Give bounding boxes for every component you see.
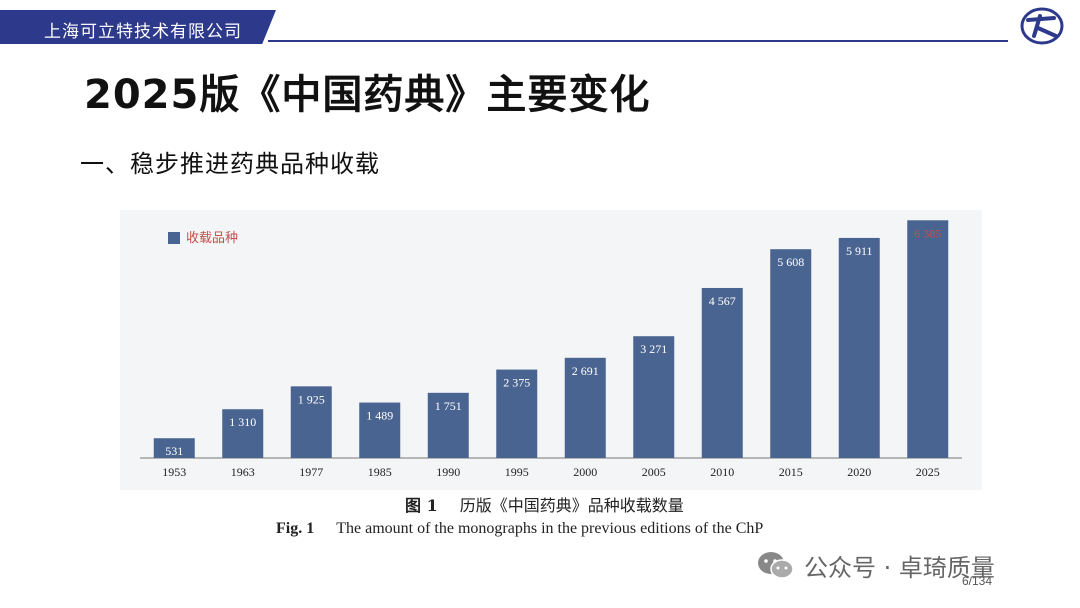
page-number: 6/134 — [962, 574, 993, 588]
bar-1990 — [427, 392, 469, 458]
caption-en-text: The amount of the monographs in the prev… — [336, 520, 764, 537]
legend-label: 收载品种 — [186, 231, 238, 246]
bar-1963 — [222, 409, 264, 458]
x-tick-label: 1963 — [231, 465, 255, 479]
x-tick-label: 2010 — [710, 465, 734, 479]
bar-value-label: 2 375 — [503, 376, 530, 390]
x-tick-label: 2005 — [642, 465, 666, 479]
chart-panel: 531 1953 1 310 1963 1 925 1977 1 489 1985 1 751 1… — [120, 210, 982, 490]
watermark-text: 公众号 · 卓琦质量 — [804, 554, 995, 582]
bar-value-label: 6 385 — [914, 226, 941, 240]
company-name: 上海可立特技术有限公司 — [44, 22, 242, 42]
caption-cn-label: 图 1 — [405, 496, 438, 515]
bar-value-label: 5 608 — [777, 255, 804, 269]
x-tick-label: 2020 — [847, 465, 871, 479]
figure-caption-cn: 图 1 历版《中国药典》品种收载数量 — [405, 492, 684, 516]
bar-2010 — [701, 287, 743, 458]
x-tick-label: 1995 — [505, 465, 529, 479]
slide-subtitle: 一、稳步推进药典品种收载 — [80, 150, 380, 178]
bar-2000 — [564, 357, 606, 458]
wechat-icon — [758, 551, 794, 579]
x-tick-label: 1990 — [436, 465, 460, 479]
legend-swatch — [168, 232, 180, 244]
bar-2015 — [770, 249, 812, 458]
x-tick-label: 1985 — [368, 465, 392, 479]
figure-caption-en: Fig. 1 The amount of the monographs in th… — [276, 520, 763, 538]
bar-1977 — [290, 386, 332, 458]
bar-value-label: 3 271 — [640, 342, 667, 356]
bar-2025 — [907, 220, 949, 458]
x-tick-label: 1977 — [299, 465, 323, 479]
bar-value-label: 2 691 — [572, 364, 599, 378]
bar-value-label: 4 567 — [709, 294, 736, 308]
x-tick-label: 2025 — [916, 465, 940, 479]
watermark: 公众号 · 卓琦质量 — [756, 548, 995, 583]
slide-title: 2025版《中国药典》主要变化 — [84, 72, 651, 118]
x-tick-label: 2000 — [573, 465, 597, 479]
caption-cn-text: 历版《中国药典》品种收载数量 — [459, 496, 684, 515]
bar-1953 — [153, 438, 195, 458]
x-tick-label: 1953 — [162, 465, 186, 479]
bar-value-label: 1 310 — [229, 415, 256, 429]
bar-value-label: 1 489 — [366, 409, 393, 423]
bar-1985 — [359, 402, 401, 458]
header-divider — [268, 40, 1008, 42]
bar-value-label: 1 751 — [435, 399, 462, 413]
bar-value-label: 1 925 — [298, 392, 325, 406]
bar-2005 — [633, 336, 675, 458]
x-tick-label: 2015 — [779, 465, 803, 479]
bar-chart: 531 1953 1 310 1963 1 925 1977 1 489 1985 1 751 1… — [140, 220, 962, 479]
company-logo-icon — [1020, 7, 1064, 45]
bar-2020 — [838, 237, 880, 458]
bar-1995 — [496, 369, 538, 458]
header-bar: 上海可立特技术有限公司 — [0, 10, 276, 44]
bar-value-label: 531 — [165, 444, 183, 458]
caption-en-label: Fig. 1 — [276, 520, 315, 537]
bar-value-label: 5 911 — [846, 244, 873, 258]
